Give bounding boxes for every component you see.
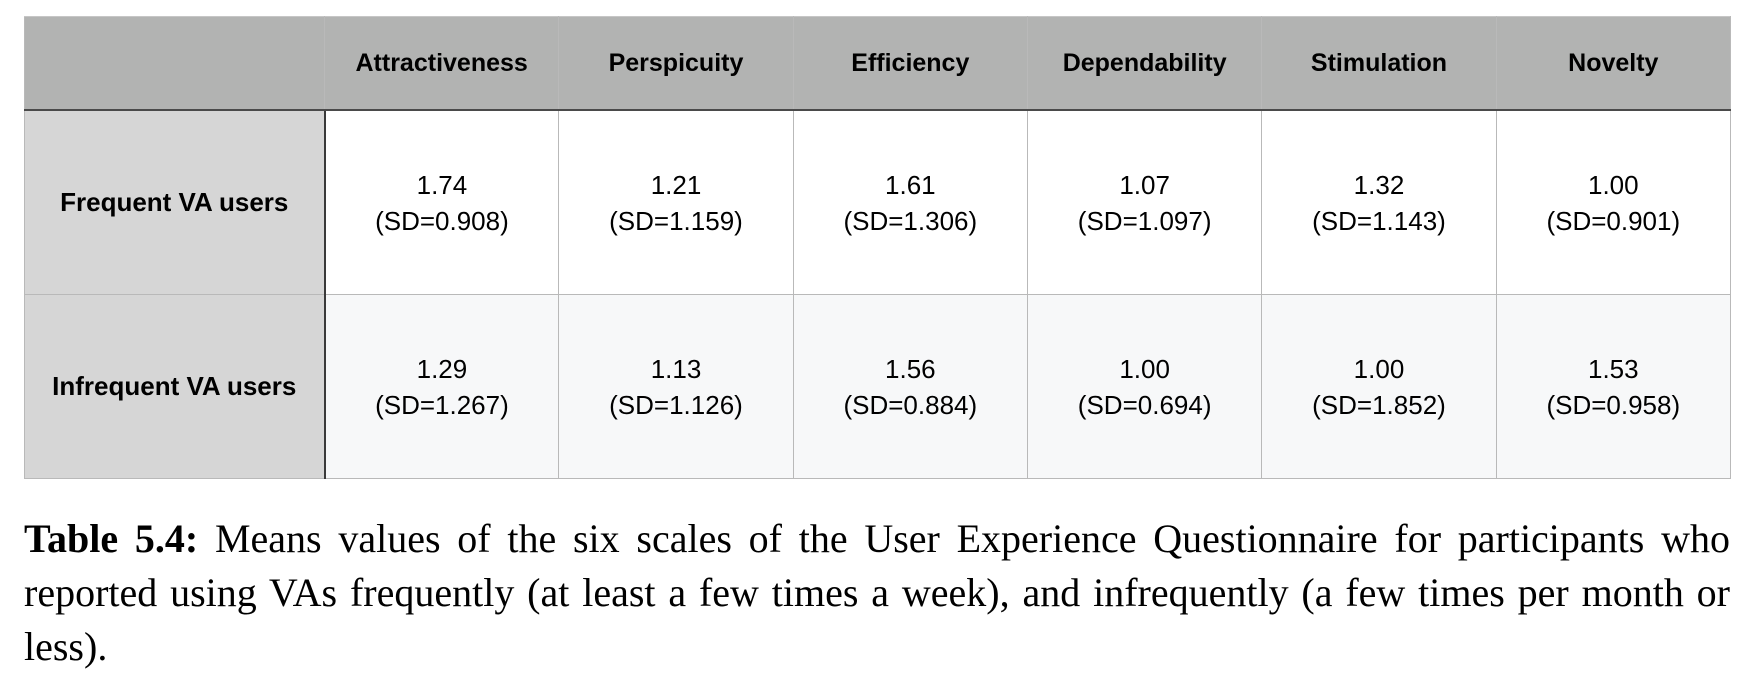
mean-value: 1.00 [1119, 353, 1170, 384]
table-cell: 1.00 (SD=0.901) [1495, 109, 1731, 295]
column-header: Perspicuity [558, 16, 794, 111]
table-cell: 1.53 (SD=0.958) [1495, 294, 1731, 479]
table-cell: 1.32 (SD=1.143) [1261, 109, 1497, 295]
row-header: Infrequent VA users [24, 294, 326, 479]
sd-value: (SD=0.908) [375, 205, 509, 236]
mean-value: 1.61 [885, 169, 936, 200]
column-header: Dependability [1026, 16, 1263, 111]
column-header: Attractiveness [323, 16, 560, 111]
sd-value: (SD=1.159) [609, 205, 743, 236]
mean-value: 1.56 [885, 353, 936, 384]
table-cell: 1.21 (SD=1.159) [558, 109, 794, 295]
column-header: Stimulation [1261, 16, 1497, 111]
sd-value: (SD=0.901) [1546, 205, 1681, 236]
table-row: Frequent VA users 1.74 (SD=0.908) 1.21 (… [24, 109, 1731, 295]
table-cell: 1.29 (SD=1.267) [323, 294, 560, 479]
table-cell: 1.00 (SD=0.694) [1026, 294, 1263, 479]
mean-value: 1.13 [650, 353, 702, 384]
mean-value: 1.53 [1588, 353, 1639, 384]
table-header-row: Attractiveness Perspicuity Efficiency De… [24, 16, 1731, 111]
row-header: Frequent VA users [24, 109, 326, 295]
sd-value: (SD=1.306) [843, 205, 978, 236]
mean-value: 1.32 [1353, 169, 1405, 200]
sd-value: (SD=0.958) [1546, 389, 1681, 420]
table-corner-cell [24, 16, 325, 111]
table-cell: 1.00 (SD=1.852) [1261, 294, 1497, 479]
table-cell: 1.07 (SD=1.097) [1026, 109, 1263, 295]
ux-scales-table: Attractiveness Perspicuity Efficiency De… [24, 16, 1731, 479]
sd-value: (SD=0.884) [843, 389, 978, 420]
column-header: Novelty [1495, 16, 1731, 111]
table-cell: 1.74 (SD=0.908) [323, 109, 560, 295]
mean-value: 1.00 [1353, 353, 1405, 384]
table-cell: 1.13 (SD=1.126) [558, 294, 794, 479]
caption-text: Means values of the six scales of the Us… [24, 516, 1730, 669]
sd-value: (SD=1.097) [1077, 205, 1212, 236]
mean-value: 1.07 [1119, 169, 1170, 200]
sd-value: (SD=1.126) [609, 389, 743, 420]
sd-value: (SD=1.267) [375, 389, 509, 420]
table-cell: 1.56 (SD=0.884) [792, 294, 1028, 479]
column-header: Efficiency [792, 16, 1028, 111]
table-row: Infrequent VA users 1.29 (SD=1.267) 1.13… [24, 294, 1731, 479]
caption-label: Table 5.4: [24, 516, 199, 561]
table-cell: 1.61 (SD=1.306) [792, 109, 1028, 295]
mean-value: 1.29 [416, 353, 468, 384]
mean-value: 1.21 [650, 169, 702, 200]
sd-value: (SD=1.143) [1312, 205, 1446, 236]
mean-value: 1.74 [416, 169, 468, 200]
sd-value: (SD=1.852) [1312, 389, 1446, 420]
table-caption: Table 5.4: Means values of the six scale… [24, 512, 1730, 674]
sd-value: (SD=0.694) [1077, 389, 1212, 420]
mean-value: 1.00 [1588, 169, 1639, 200]
